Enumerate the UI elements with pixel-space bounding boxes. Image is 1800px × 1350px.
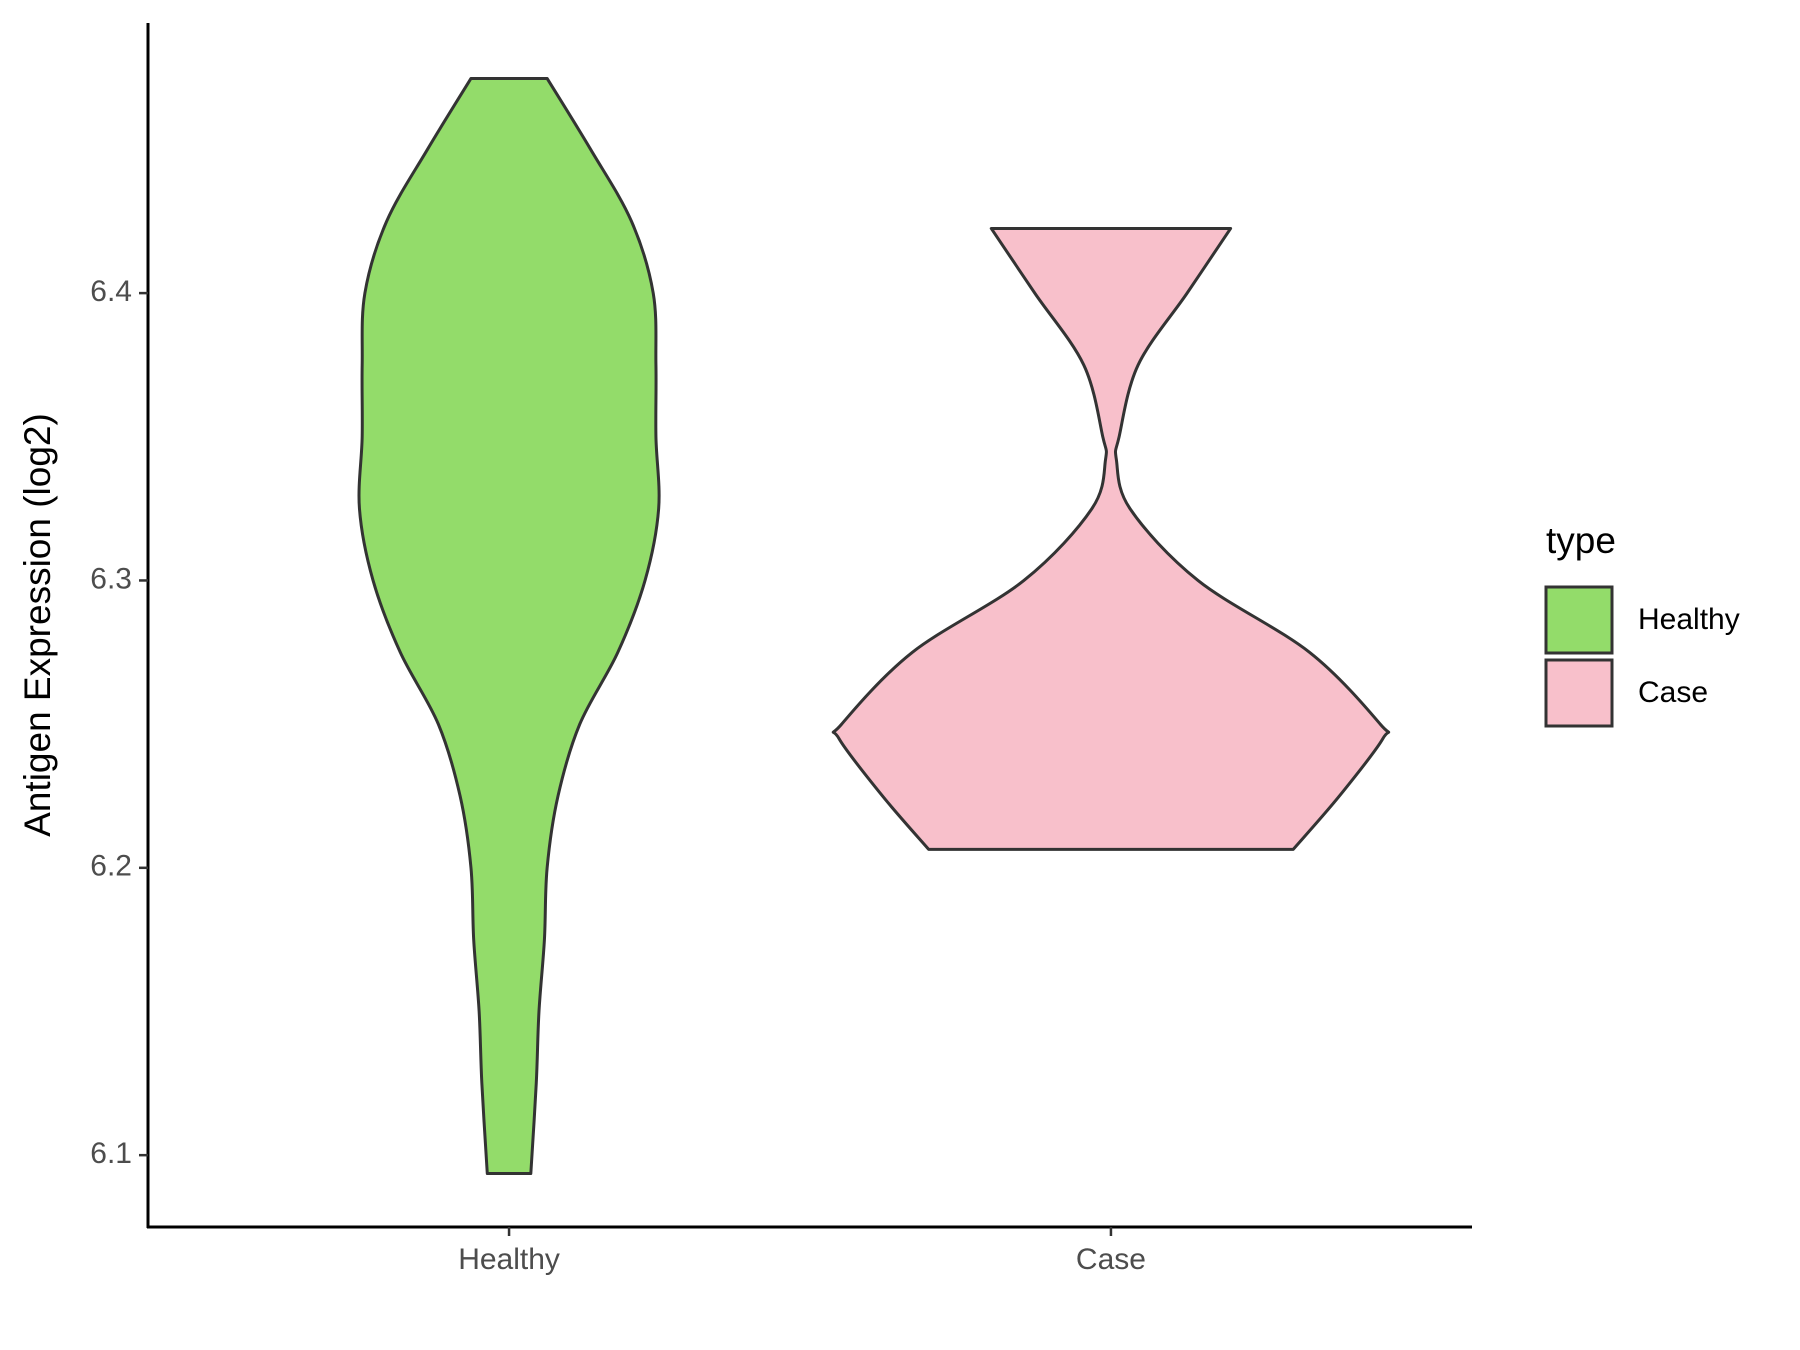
y-axis-title: Antigen Expression (log2): [17, 413, 58, 837]
legend-key: [1544, 658, 1614, 728]
legend-key: [1544, 585, 1614, 655]
y-tick-label: 6.3: [90, 562, 132, 595]
y-tick-label: 6.4: [90, 275, 132, 308]
x-tick-label: Case: [1076, 1243, 1146, 1276]
legend-title: type: [1546, 520, 1616, 561]
legend-label: Case: [1638, 676, 1708, 709]
violin: [357, 76, 661, 1176]
y-tick-label: 6.1: [90, 1137, 132, 1170]
violin: [831, 226, 1391, 851]
x-tick-label: Healthy: [458, 1243, 560, 1276]
legend-label: Healthy: [1638, 603, 1740, 636]
y-tick-label: 6.2: [90, 850, 132, 883]
